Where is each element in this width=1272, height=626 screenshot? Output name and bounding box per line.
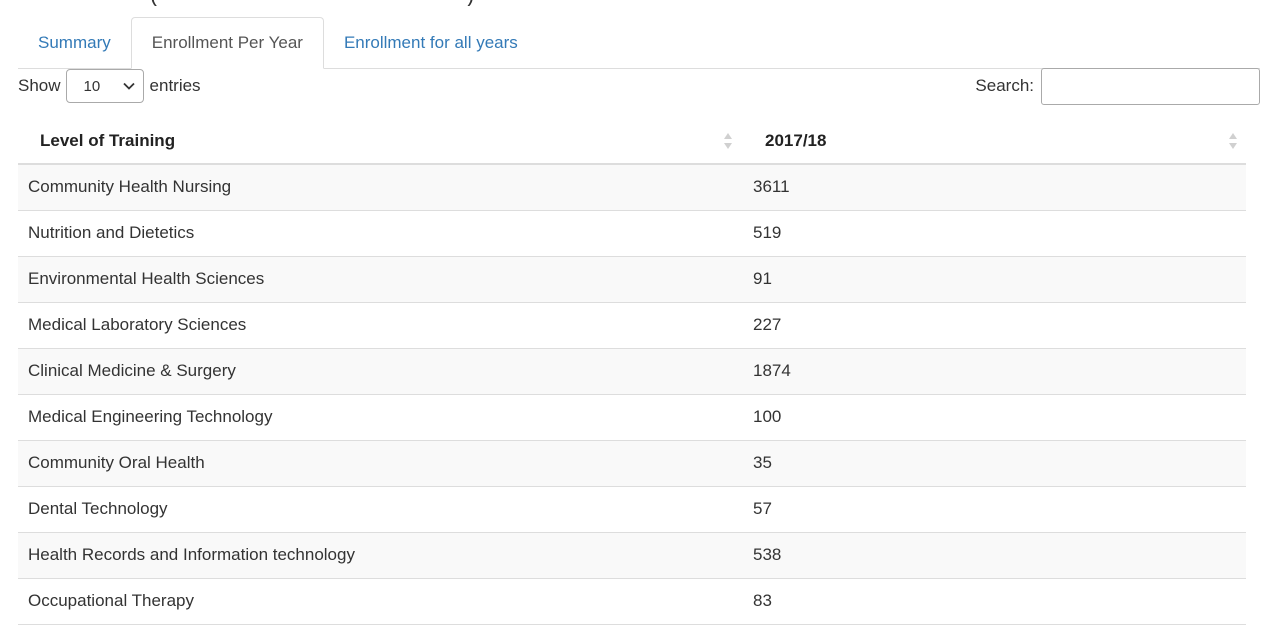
cell-enrollment: 1874 [741, 348, 1246, 395]
table-row: Medical Laboratory Sciences 227 [18, 302, 1246, 349]
cell-level-of-training: Medical Laboratory Sciences [18, 302, 741, 349]
table-row: Community Oral Health 35 [18, 440, 1246, 487]
cell-enrollment: 91 [741, 256, 1246, 303]
table-row: Medical Engineering Technology 100 [18, 394, 1246, 441]
chevron-down-icon [122, 82, 135, 90]
cell-enrollment: 100 [741, 394, 1246, 441]
cut-off-heading: () [0, 0, 1272, 6]
cell-enrollment: 227 [741, 302, 1246, 349]
cell-level-of-training: Occupational Therapy [18, 578, 741, 625]
enrollment-table: Level of Training 2017/18 [18, 118, 1246, 625]
tab-summary[interactable]: Summary [38, 33, 111, 52]
show-label: Show [18, 76, 61, 95]
cell-level-of-training: Clinical Medicine & Surgery [18, 348, 741, 395]
sort-both-icon [723, 131, 733, 156]
tab-bar: Summary Enrollment Per Year Enrollment f… [18, 16, 1260, 69]
cell-enrollment: 35 [741, 440, 1246, 487]
table-row: Dental Technology 57 [18, 486, 1246, 533]
column-header-label: Level of Training [40, 130, 176, 150]
table-row: Nutrition and Dietetics 519 [18, 210, 1246, 257]
column-header-2017-18[interactable]: 2017/18 [741, 118, 1246, 165]
cell-level-of-training: Nutrition and Dietetics [18, 210, 741, 257]
tab-enrollment-per-year[interactable]: Enrollment Per Year [130, 17, 324, 69]
tab-enrollment-all-years[interactable]: Enrollment for all years [343, 33, 518, 52]
cell-level-of-training: Medical Engineering Technology [18, 394, 741, 441]
table-row: Clinical Medicine & Surgery 1874 [18, 348, 1246, 395]
cell-enrollment: 3611 [741, 164, 1246, 211]
cell-level-of-training: Environmental Health Sciences [18, 256, 741, 303]
table-header-row: Level of Training 2017/18 [18, 118, 1246, 165]
cell-enrollment: 519 [741, 210, 1246, 257]
table-row: Community Health Nursing 3611 [18, 164, 1246, 211]
table-row: Health Records and Information technolog… [18, 532, 1246, 579]
search-input[interactable] [1041, 67, 1260, 105]
cell-enrollment: 83 [741, 578, 1246, 625]
table-row: Environmental Health Sciences 91 [18, 256, 1246, 303]
search-label: Search: [975, 76, 1034, 95]
cell-enrollment: 538 [741, 532, 1246, 579]
cell-level-of-training: Health Records and Information technolog… [18, 532, 741, 579]
table-row: Occupational Therapy 83 [18, 578, 1246, 625]
cell-level-of-training: Community Oral Health [18, 440, 741, 487]
entries-length-control: Show 10 entries [18, 68, 201, 104]
sort-both-icon [1228, 131, 1238, 156]
cell-level-of-training: Community Health Nursing [18, 164, 741, 211]
cell-enrollment: 57 [741, 486, 1246, 533]
column-header-level-of-training[interactable]: Level of Training [18, 118, 741, 165]
cell-level-of-training: Dental Technology [18, 486, 741, 533]
entries-select[interactable]: 10 [65, 69, 144, 103]
search-control: Search: [975, 67, 1260, 105]
entries-select-value: 10 [83, 77, 101, 95]
entries-label: entries [149, 76, 201, 95]
column-header-label: 2017/18 [765, 130, 827, 150]
